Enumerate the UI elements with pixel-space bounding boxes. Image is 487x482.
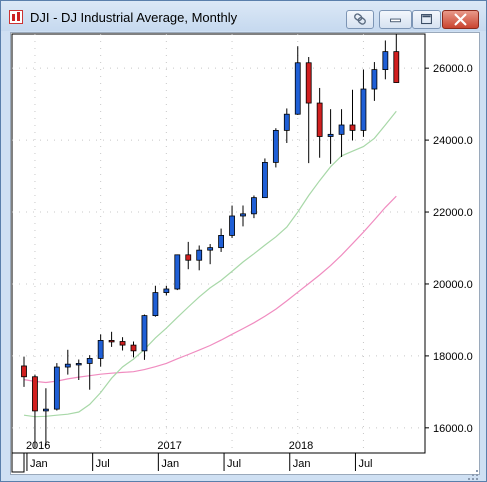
maximize-icon [421,14,432,25]
candle-body[interactable] [53,366,60,410]
x-year-label: 2017 [157,440,181,452]
link-button[interactable] [346,10,374,29]
candle-body[interactable] [393,51,400,83]
candle-body[interactable] [294,62,301,115]
candle-body[interactable] [240,213,246,217]
candle-body[interactable] [97,340,104,359]
candle-body[interactable] [86,358,93,364]
y-tick-label: 24000.0 [433,135,473,147]
close-icon [454,13,467,26]
candle-body[interactable] [108,340,115,343]
candle-body[interactable] [32,376,38,412]
y-tick-label: 18000.0 [433,351,473,363]
candle-body[interactable] [316,102,323,137]
candle-body[interactable] [75,363,82,366]
moving-average-short [23,110,397,418]
candle-body[interactable] [261,161,268,199]
candle-body[interactable] [185,254,192,261]
x-month-label: Jan [30,458,48,470]
chart-app-icon [9,10,23,24]
candle-body[interactable] [141,315,148,352]
x-year-label: 2016 [26,440,50,452]
candle-body[interactable] [382,51,389,71]
candle-body[interactable] [305,62,312,104]
candle-body[interactable] [371,69,378,90]
y-tick-label: 20000.0 [433,279,473,291]
close-button[interactable] [442,10,479,29]
candle-body[interactable] [327,133,334,137]
candle-body[interactable] [360,88,367,131]
candle-body[interactable] [43,408,49,412]
maximize-button[interactable] [412,10,441,29]
candlestick-chart[interactable]: 16000.0 18000.0 20000.0 22000.0 24000.0 26000… [11,33,479,474]
candle-body[interactable] [21,365,27,378]
link-icon [354,13,366,25]
candle-body[interactable] [349,124,356,131]
candle-body[interactable] [152,292,159,317]
chart-area[interactable]: 16000.0 18000.0 20000.0 22000.0 24000.0 26000… [10,32,480,475]
candle-body[interactable] [196,249,203,261]
moving-average-long [23,195,397,384]
y-tick-label: 22000.0 [433,207,473,219]
x-month-label: Jan [161,458,179,470]
x-year-label: 2018 [289,440,313,452]
candle-body[interactable] [207,247,214,251]
x-month-label: Jan [293,458,311,470]
candle-body[interactable] [251,197,257,215]
candle-body[interactable] [130,344,137,352]
candle-body[interactable] [64,363,71,368]
y-tick-label: 26000.0 [433,63,473,75]
minimize-button[interactable] [379,10,412,29]
resize-grip-icon[interactable] [467,469,479,481]
title-bar[interactable]: DJI - DJ Industrial Average, Monthly [1,1,486,31]
x-month-label: Jul [358,458,372,470]
candle-body[interactable] [338,124,345,135]
candle-body[interactable] [229,215,235,236]
axis-corner-box[interactable] [11,452,25,473]
window-title: DJI - DJ Industrial Average, Monthly [30,10,238,25]
candle-body[interactable] [163,288,170,293]
y-tick-label: 16000.0 [433,423,473,435]
candle-body[interactable] [119,341,126,346]
candle-body[interactable] [218,235,225,249]
x-month-label: Jul [96,458,110,470]
candle-body[interactable] [174,254,181,290]
candle-body[interactable] [272,129,279,163]
minimize-icon [390,18,401,23]
x-month-label: Jul [227,458,241,470]
candle-body[interactable] [283,113,290,131]
